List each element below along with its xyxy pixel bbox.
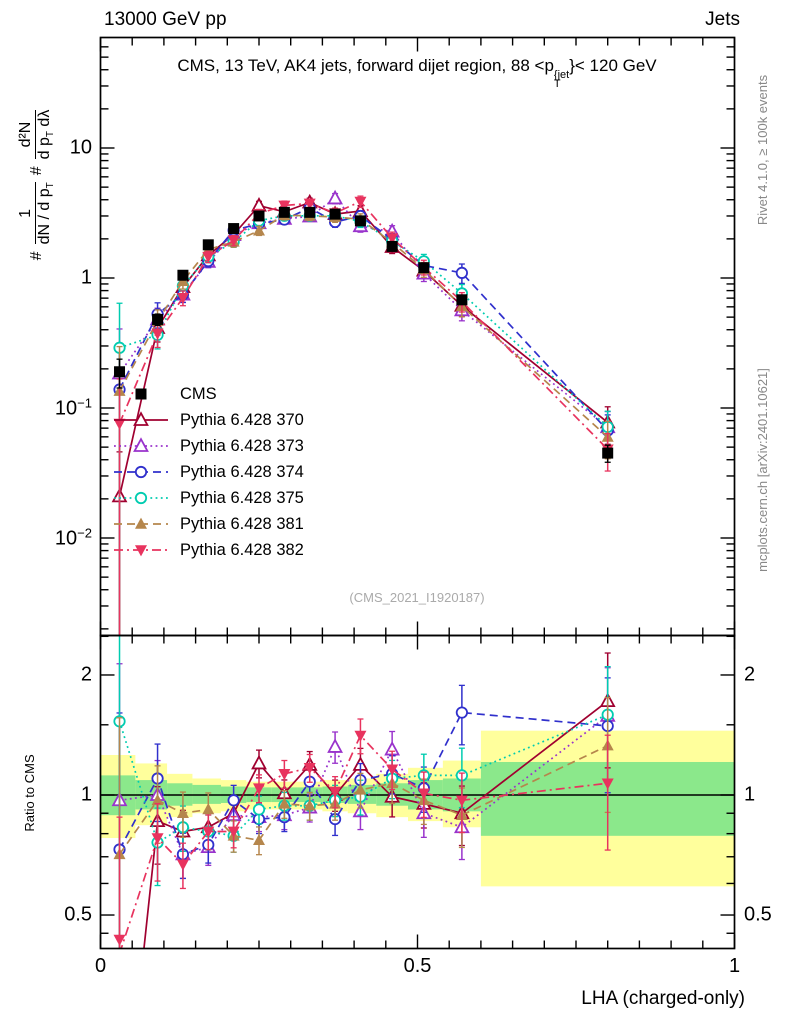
process-label: Jets [705,9,740,30]
legend: CMS Pythia 6.428 370 Pythia 6.428 373 Pythi… [112,381,304,563]
title-supsub: {jet T [553,69,570,90]
ylabel-hash-2: # [28,166,45,176]
legend-item: Pythia 6.428 382 [112,537,304,563]
ratio-y-tick-label: 2 [80,663,92,686]
legend-marker-triangle-open [114,437,168,452]
legend-marker-triangle-open [114,411,168,426]
ylabel-fraction-1: 1 dN / d pT [16,182,57,245]
axis-ticks [99,37,736,949]
plot-title: CMS, 13 TeV, AK4 jets, forward dijet reg… [100,56,734,89]
ratio-y-axis-label: Ratio to CMS [21,754,37,832]
ratio-y-tick-label-right: 0.5 [744,903,772,926]
ratio-y-tick-label-right: 1 [744,783,756,806]
main-y-tick-label: 10 [69,136,92,159]
mcplots-arxiv-note: mcplots.cern.ch [arXiv:2401.10621] [754,368,770,572]
title-prefix: CMS, 13 TeV, AK4 jets, forward dijet reg… [177,56,554,75]
x-tick-label: 1 [728,955,741,977]
ylabel-f2-num: d²N [16,121,34,148]
rivet-version-note: Rivet 4.1.0, ≥ 100k events [754,74,770,226]
main-y-tick-label: 10−1 [54,395,92,420]
legend-item: Pythia 6.428 370 [112,407,304,433]
legend-label: Pythia 6.428 382 [180,540,304,559]
series-cms [114,206,614,463]
ylabel-f2-den: d pT dλ [34,109,57,160]
legend-item: CMS [112,381,304,407]
title-sub: T [553,77,561,90]
legend-item: Pythia 6.428 375 [112,485,304,511]
beam-label: 13000 GeV pp [104,9,227,30]
series-ratio [116,718,614,949]
ylabel-f1-num: 1 [16,208,34,218]
legend-marker-circle-open [114,465,168,479]
ylabel-f1-den: dN / d pT [34,182,57,245]
legend-label: Pythia 6.428 373 [180,436,304,455]
ratio-y-tick-label-right: 2 [744,663,756,686]
main-y-axis-label: # 1 dN / d pT # d²N d pT dλ [14,35,60,335]
x-tick-label: 0 [94,955,107,977]
legend-item: Pythia 6.428 373 [112,433,304,459]
legend-label: Pythia 6.428 375 [180,488,304,507]
ratio-y-tick-label: 1 [80,783,92,806]
legend-item: Pythia 6.428 381 [112,511,304,537]
x-tick-label: 0.5 [403,955,432,977]
legend-label: CMS [180,384,217,403]
legend-marker-square [135,388,147,400]
legend-marker-triangle-down-filled [114,545,168,557]
title-sup: {jet [553,69,570,81]
legend-label: Pythia 6.428 374 [180,462,304,481]
main-y-tick-label: 10−2 [54,525,92,550]
x-axis-label: LHA (charged-only) [581,988,745,1009]
ylabel-hash-1: # [28,251,45,261]
legend-item: Pythia 6.428 374 [112,459,304,485]
legend-marker-triangle-filled [114,517,168,529]
legend-label: Pythia 6.428 381 [180,514,304,533]
analysis-watermark: (CMS_2021_I1920187) [349,590,485,605]
legend-marker-circle-open [114,491,168,505]
title-suffix: }< 120 GeV [569,56,657,75]
ratio-y-tick-label: 0.5 [64,903,92,926]
main-y-tick-label: 1 [80,266,92,289]
ylabel-fraction-2: d²N d pT dλ [16,109,57,160]
legend-label: Pythia 6.428 370 [180,410,304,429]
